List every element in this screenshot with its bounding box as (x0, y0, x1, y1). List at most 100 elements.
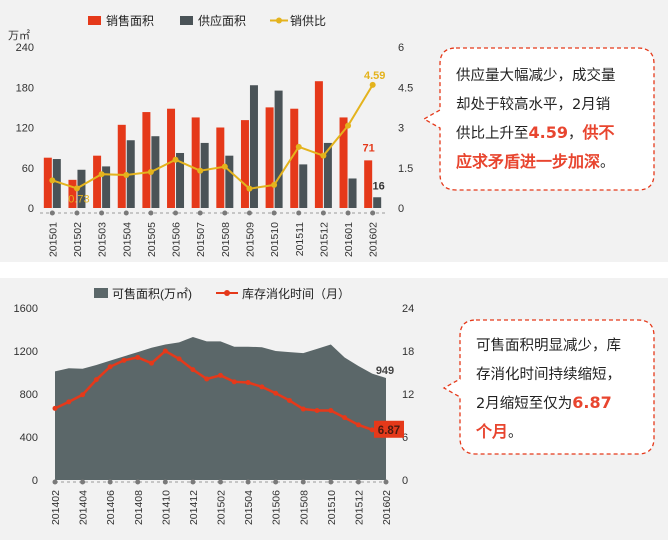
x-tick-label: 201512 (353, 490, 365, 525)
x-axis-dot (162, 479, 168, 485)
x-axis-dot (273, 479, 279, 485)
y-left-tick: 0 (32, 475, 38, 487)
digest-point (66, 399, 72, 405)
x-tick-label: 201508 (298, 490, 310, 525)
x-tick-label: 201511 (294, 222, 306, 256)
digest-point (259, 384, 265, 390)
x-tick-label: 201502 (72, 222, 84, 257)
digest-point (314, 407, 320, 413)
ratio-point (197, 167, 204, 174)
y-right-tick: 4.5 (398, 82, 413, 94)
x-axis-dot (271, 210, 277, 216)
x-axis-dot (74, 210, 80, 216)
x-tick-label: 201404 (78, 490, 90, 525)
digest-point (328, 407, 334, 413)
x-axis-dot (296, 210, 302, 216)
bar-supply (373, 197, 382, 208)
digest-point (190, 367, 196, 373)
x-axis-dot (190, 479, 196, 485)
digest-point (162, 348, 168, 354)
callout-border (442, 319, 655, 455)
digest-point (121, 357, 127, 363)
ratio-line (52, 84, 374, 190)
digest-point (52, 405, 58, 411)
x-axis-dot (173, 210, 179, 216)
digest-point (80, 392, 86, 398)
callout-text-span: 2月缩短至仅为 (476, 395, 572, 412)
callout-text-span: 可售面积明显减少，库 (476, 337, 621, 354)
legend-stock-label: 可售面积(万㎡) (112, 286, 192, 301)
y-left-tick: 0 (28, 203, 34, 215)
callout-line: 2月缩短至仅为6.87 (476, 393, 612, 412)
digest-point (231, 379, 237, 385)
bar-sales (43, 157, 52, 208)
x-tick-label: 201506 (271, 490, 283, 525)
x-axis-dot (123, 210, 129, 216)
ratio-point (369, 81, 376, 88)
ratio-point (49, 177, 56, 184)
legend-sales-swatch (88, 16, 101, 25)
ratio-point (98, 171, 105, 178)
stock-area (55, 337, 386, 480)
bar-sales (142, 112, 151, 208)
bar-supply (102, 166, 111, 208)
stock-label-201602: 949 (376, 365, 394, 377)
ratio-point (172, 156, 179, 163)
callout-line: 存消化时间持续缩短， (476, 366, 621, 383)
digest-label-201602: 6.87 (378, 425, 400, 437)
callout-highlight: 应求矛盾进一步加深 (456, 152, 600, 171)
callout-line: 应求矛盾进一步加深。 (456, 152, 615, 171)
ratio-point (147, 169, 154, 176)
bar-sales (364, 160, 373, 208)
bar-supply (151, 136, 160, 208)
bar-supply (323, 142, 332, 208)
bar-supply (52, 159, 61, 208)
x-tick-label: 201506 (171, 222, 183, 257)
x-tick-label: 201602 (381, 490, 393, 525)
legend-ratio-marker (276, 17, 282, 24)
x-tick-label: 201512 (318, 222, 330, 257)
digest-point (286, 397, 292, 403)
callout-text-span: 。 (600, 155, 615, 171)
x-tick-label: 201504 (121, 222, 133, 257)
ratio-point (320, 152, 327, 159)
legend-ratio-label: 销供比 (290, 14, 326, 28)
digest-point (355, 422, 361, 428)
digest-point (93, 377, 99, 383)
x-tick-label: 201406 (105, 490, 117, 525)
x-tick-label: 201410 (160, 490, 172, 525)
y-right-tick: 24 (402, 303, 414, 315)
x-axis-dot (222, 210, 228, 216)
legend-sales-label: 销售面积 (106, 13, 154, 28)
x-tick-label: 201501 (47, 222, 59, 257)
inventory-chart: 可售面积(万㎡) 库存消化时间（月） 0 400 800 1200 1600 0 6 12 18 24… (14, 286, 655, 525)
x-tick-label: 201504 (243, 490, 255, 525)
y-right-tick: 0 (402, 475, 408, 487)
sales-label-201602: 71 (363, 142, 375, 154)
x-tick-label: 201508 (220, 222, 232, 257)
x-tick-label: 201505 (146, 222, 158, 257)
callout-line: 却处于较高水平，2月销 (456, 95, 610, 113)
x-axis-dot (52, 479, 58, 485)
bar-sales (68, 179, 77, 208)
bar-supply (200, 142, 209, 208)
y-right-tick: 6 (398, 42, 404, 54)
ratio-point (73, 185, 80, 192)
callout-line: 个月。 (475, 422, 523, 441)
legend-digest-marker (224, 290, 230, 296)
x-tick-label: 201510 (326, 490, 338, 525)
x-axis-dot (355, 479, 361, 485)
bar-sales (240, 120, 249, 208)
callout-border (422, 47, 655, 191)
bar-supply (225, 155, 234, 208)
ratio-point (221, 163, 228, 170)
x-tick-label: 201509 (244, 222, 256, 257)
x-axis-dot (370, 210, 376, 216)
callout-line: 可售面积明显减少，库 (476, 337, 621, 354)
x-axis-dot (107, 479, 113, 485)
ratio-point (246, 185, 253, 192)
x-axis-dot (80, 479, 86, 485)
callout-text-span: 供比上升至 (456, 125, 529, 142)
bar-sales (191, 117, 200, 208)
